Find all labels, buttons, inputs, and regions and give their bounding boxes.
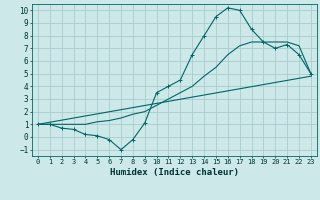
X-axis label: Humidex (Indice chaleur): Humidex (Indice chaleur) — [110, 168, 239, 177]
